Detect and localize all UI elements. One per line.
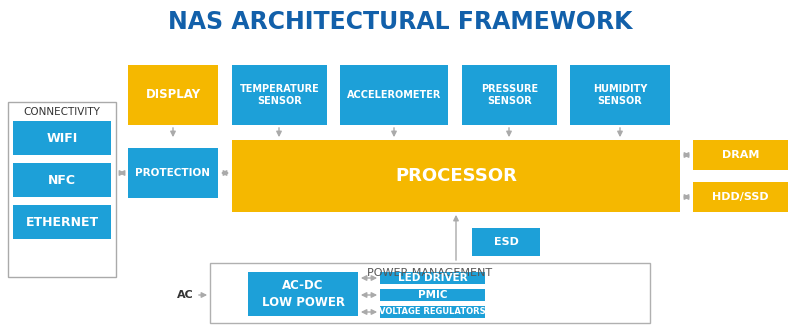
Bar xyxy=(380,272,485,284)
Bar xyxy=(340,65,448,125)
Text: PRESSURE
SENSOR: PRESSURE SENSOR xyxy=(481,84,538,107)
Text: PMIC: PMIC xyxy=(418,290,447,300)
Text: TEMPERATURE
SENSOR: TEMPERATURE SENSOR xyxy=(240,84,319,107)
Bar xyxy=(693,182,788,212)
Text: AC: AC xyxy=(177,290,194,300)
Bar xyxy=(13,121,111,155)
Text: VOLTAGE REGULATORS: VOLTAGE REGULATORS xyxy=(379,307,486,316)
Text: HDD/SSD: HDD/SSD xyxy=(712,192,769,202)
Text: ESD: ESD xyxy=(494,237,518,247)
Bar xyxy=(232,65,327,125)
Text: LED DRIVER: LED DRIVER xyxy=(398,273,467,283)
Bar xyxy=(462,65,557,125)
Bar xyxy=(232,140,680,212)
Text: NAS ARCHITECTURAL FRAMEWORK: NAS ARCHITECTURAL FRAMEWORK xyxy=(168,10,632,34)
Text: POWER MANAGEMENT: POWER MANAGEMENT xyxy=(367,268,493,278)
Text: CONNECTIVITY: CONNECTIVITY xyxy=(23,107,101,117)
Text: NFC: NFC xyxy=(48,173,76,186)
Bar xyxy=(13,163,111,197)
Text: DISPLAY: DISPLAY xyxy=(146,89,201,102)
Text: AC-DC
LOW POWER: AC-DC LOW POWER xyxy=(262,279,345,309)
Bar xyxy=(128,148,218,198)
Bar xyxy=(570,65,670,125)
Text: PROCESSOR: PROCESSOR xyxy=(395,167,517,185)
Text: PROTECTION: PROTECTION xyxy=(135,168,210,178)
Text: WIFI: WIFI xyxy=(46,132,78,145)
Bar xyxy=(210,263,650,323)
Bar xyxy=(8,102,116,277)
Bar xyxy=(248,272,358,316)
Bar xyxy=(380,306,485,318)
Bar xyxy=(128,65,218,125)
Bar xyxy=(13,205,111,239)
Bar xyxy=(380,289,485,301)
Text: ETHERNET: ETHERNET xyxy=(26,215,98,228)
Text: HUMIDITY
SENSOR: HUMIDITY SENSOR xyxy=(593,84,647,107)
Bar xyxy=(472,228,540,256)
Text: ACCELEROMETER: ACCELEROMETER xyxy=(347,90,441,100)
Text: DRAM: DRAM xyxy=(722,150,759,160)
Bar xyxy=(693,140,788,170)
